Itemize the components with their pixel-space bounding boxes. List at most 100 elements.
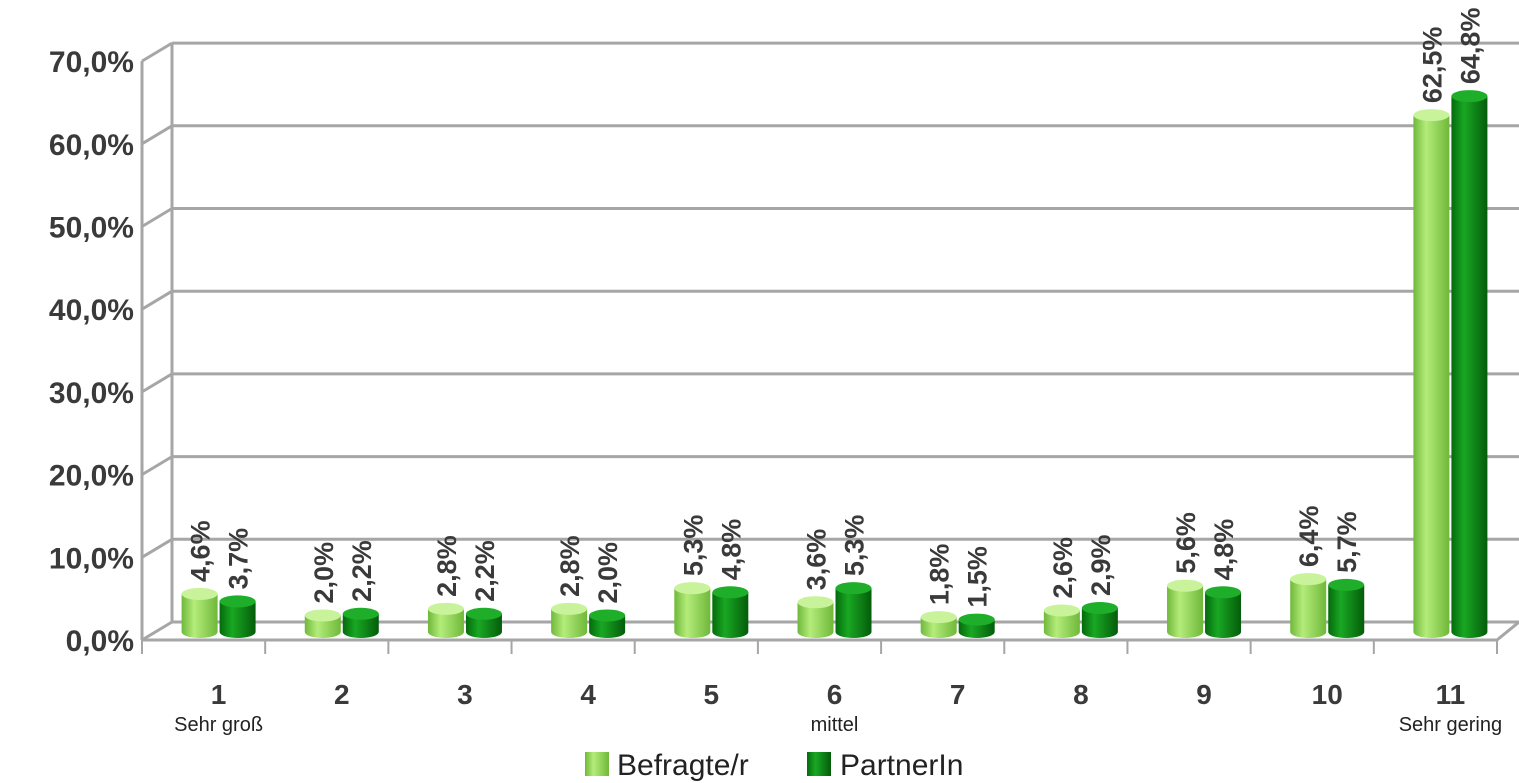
- data-label: 1,5%: [963, 546, 993, 608]
- bar-top: [958, 613, 995, 626]
- y-axis: 0,0% 10,0% 20,0% 30,0% 40,0% 50,0% 60,0% 70,0%: [49, 46, 144, 658]
- bar-top: [1043, 604, 1080, 617]
- bar-body: [551, 608, 588, 638]
- bar: [674, 582, 711, 638]
- gridline-depth: [141, 207, 173, 228]
- bar-body: [1413, 115, 1450, 638]
- data-label: 2,0%: [593, 542, 623, 604]
- x-tick-label: 4: [580, 679, 596, 710]
- bar-body: [1167, 585, 1204, 638]
- data-label: 2,8%: [432, 535, 462, 597]
- bar: [1081, 602, 1118, 638]
- legend-label-befragte: Befragte/r: [617, 749, 749, 782]
- x-tick-sublabel: Sehr groß: [174, 714, 263, 736]
- bar: [1451, 90, 1488, 638]
- data-label: 4,8%: [1209, 519, 1239, 581]
- bar-top: [427, 602, 464, 615]
- x-tick-sublabel: Sehr gering: [1399, 714, 1502, 736]
- bar-top: [589, 609, 626, 622]
- gridline-depth: [141, 455, 173, 476]
- legend: Befragte/r PartnerIn: [585, 749, 963, 782]
- bar-top: [219, 595, 256, 608]
- bar: [797, 596, 834, 638]
- y-tick-label: 10,0%: [49, 542, 134, 575]
- data-label: 3,7%: [224, 528, 254, 590]
- gridline-depth: [141, 289, 173, 311]
- bar-body: [589, 615, 626, 638]
- bars: [181, 90, 1488, 638]
- gridline-depth: [141, 620, 173, 642]
- bar: [1413, 109, 1450, 638]
- x-tick-sublabel: mittel: [811, 714, 859, 736]
- data-label: 2,2%: [347, 540, 377, 602]
- x-tick-label: 5: [704, 679, 720, 710]
- x-axis: 1 Sehr groß 2 3 4 5 6 mittel 7 8 9 10 11 Sehr gering: [141, 620, 1519, 736]
- legend-label-partnerin: PartnerIn: [840, 749, 963, 782]
- data-label: 2,9%: [1086, 534, 1116, 596]
- gridline-depth: [141, 41, 173, 63]
- bar: [1328, 578, 1365, 638]
- bar-body: [797, 602, 834, 638]
- bar-top: [1167, 579, 1204, 592]
- bar: [835, 582, 872, 638]
- data-label: 5,7%: [1332, 511, 1362, 573]
- x-tick-label: 2: [334, 679, 350, 710]
- bar: [427, 602, 464, 638]
- data-label: 4,8%: [716, 519, 746, 581]
- x-tick-label: 7: [950, 679, 966, 710]
- bar: [712, 586, 749, 638]
- bar-top: [465, 607, 502, 620]
- bar-top: [1413, 109, 1450, 122]
- bar-top: [1081, 602, 1118, 615]
- bar: [219, 595, 256, 638]
- bar-top: [920, 611, 957, 624]
- data-label: 1,8%: [925, 544, 955, 606]
- data-label: 5,3%: [678, 515, 708, 577]
- bar-body: [835, 588, 872, 638]
- data-label: 2,8%: [555, 535, 585, 597]
- gridline-depth: [141, 538, 173, 559]
- bar: [342, 607, 379, 638]
- bar-top: [342, 607, 379, 620]
- bar-body: [342, 613, 379, 638]
- bar: [304, 609, 341, 638]
- gridline-depth: [141, 124, 173, 146]
- bar: [465, 607, 502, 638]
- bar-body: [181, 593, 218, 638]
- bar-body: [1290, 579, 1327, 638]
- data-label: 5,3%: [840, 515, 870, 577]
- x-tick-label: 10: [1312, 679, 1343, 710]
- bar-body: [219, 601, 256, 638]
- data-label: 6,4%: [1294, 506, 1324, 568]
- data-label: 2,6%: [1048, 537, 1078, 599]
- bar-top: [1290, 573, 1327, 586]
- y-tick-label: 70,0%: [49, 46, 134, 79]
- bar: [589, 609, 626, 638]
- bar-body: [920, 617, 957, 638]
- y-tick-label: 40,0%: [49, 294, 134, 327]
- x-tick-label: 8: [1073, 679, 1089, 710]
- bar: [958, 613, 995, 638]
- bar: [181, 587, 218, 638]
- bar-body: [1205, 592, 1242, 638]
- bar-body: [427, 608, 464, 638]
- bar: [1290, 573, 1327, 638]
- bar-body: [1328, 584, 1365, 638]
- x-tick-label: 3: [457, 679, 473, 710]
- bar-top: [674, 582, 711, 595]
- bar: [920, 611, 957, 638]
- x-tick-label: 1: [211, 679, 227, 710]
- bar-top: [797, 596, 834, 609]
- bar-body: [304, 615, 341, 638]
- data-label: 5,6%: [1171, 512, 1201, 574]
- bar-body: [674, 588, 711, 638]
- bar-top: [1451, 90, 1488, 103]
- bar: [1043, 604, 1080, 638]
- y-tick-label: 60,0%: [49, 129, 134, 162]
- y-tick-label: 30,0%: [49, 377, 134, 410]
- y-tick-label: 0,0%: [66, 625, 134, 658]
- data-label: 62,5%: [1417, 27, 1447, 104]
- x-tick-label: 11: [1436, 679, 1466, 710]
- data-label: 4,6%: [186, 520, 216, 582]
